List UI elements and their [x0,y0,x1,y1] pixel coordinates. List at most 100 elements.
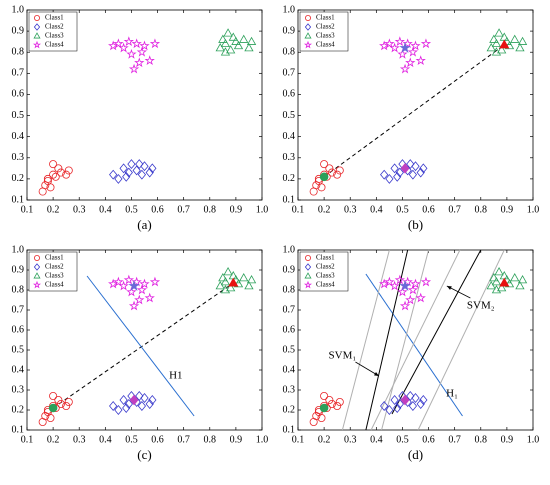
marker-triangle [515,281,525,290]
marker-diamond [406,391,415,401]
x-tick-label: 0.2 [318,204,331,215]
legend-label: Class1 [316,14,335,22]
caption: (c) [137,447,151,462]
marker-triangle [223,267,233,276]
y-tick-label: 0.8 [283,284,296,295]
legend-marker [303,40,313,49]
marker-circle [64,397,73,406]
legend-label: Class4 [316,41,335,49]
x-tick-label: 0.1 [292,434,305,445]
marker-diamond [129,394,139,406]
marker-diamond [127,159,136,170]
marker-diamond [119,395,128,405]
marker-star [407,284,419,295]
caption: (b) [408,217,423,232]
y-tick-label: 0.4 [283,364,296,375]
marker-triangle [499,277,510,287]
x-tick-label: 1.0 [527,204,540,215]
marker-star [405,294,416,305]
marker-star [399,280,411,291]
panel: 0.1 0.2 0.3 0.4 0.5 0.6 0.7 0.8 0.9 1.0 0.1 0.2 0.3 0… [283,244,540,462]
marker-star [139,278,150,289]
marker-star [399,63,411,74]
legend-label: Class4 [316,281,335,289]
x-tick-label: 0.1 [292,204,305,215]
marker-diamond [109,401,118,411]
line [370,249,461,431]
y-tick-label: 1.0 [283,4,296,15]
legend-label: Class1 [316,254,335,262]
legend-box [299,251,349,292]
legend-label: Class3 [45,272,64,280]
legend-marker [304,254,311,261]
marker-triangle [215,43,225,52]
legend-marker [304,14,311,21]
marker-triangle [491,277,502,286]
y-tick-label: 0.7 [12,304,25,315]
marker-star [420,276,432,287]
marker-star [144,292,155,303]
line [417,249,505,431]
y-tick-label: 0.3 [12,384,25,395]
marker-diamond [400,394,410,406]
y-tick-label: 0.7 [283,68,296,79]
marker-diamond [380,401,389,411]
x-tick-label: 0.5 [125,434,138,445]
x-tick-label: 0.7 [177,204,190,215]
y-tick-label: 0.4 [12,131,25,142]
marker-diamond [393,171,402,182]
y-tick-label: 0.6 [12,89,25,100]
marker-diamond [400,162,410,174]
marker-star [397,286,408,297]
y-tick-label: 0.2 [12,404,25,415]
marker-triangle [215,281,225,290]
marker-triangle [486,281,496,290]
marker-star [126,286,137,297]
marker-diamond [119,163,128,174]
marker-circle [56,399,65,408]
y-tick-label: 0.3 [12,152,25,163]
annotation: H1 [169,370,182,382]
marker-triangle [246,275,257,284]
marker-diamond [137,169,147,180]
legend-label: Class2 [45,23,64,31]
marker-circle [327,399,336,408]
marker-star [415,55,426,66]
marker-triangle [239,273,249,282]
y-tick-label: 1.0 [12,4,25,15]
marker-circle [335,166,344,175]
line [365,249,409,431]
marker-circle [51,172,60,181]
legend-marker [303,280,313,289]
x-tick-label: 0.8 [475,434,488,445]
x-tick-label: 0.3 [344,204,357,215]
y-tick-label: 0.2 [12,173,25,184]
legend-box [299,11,349,52]
marker-circle [48,403,58,413]
x-tick-label: 0.3 [344,434,357,445]
arrow-head [446,286,452,290]
marker-circle [62,170,71,179]
legend-marker [33,23,41,31]
caption: (d) [408,447,423,462]
marker-triangle [510,34,520,43]
marker-triangle [226,45,236,54]
marker-circle [64,166,73,175]
marker-star [123,274,134,285]
marker-diamond [114,405,123,415]
y-tick-label: 0.1 [283,194,296,205]
x-tick-label: 0.6 [151,204,164,215]
y-tick-label: 0.3 [283,152,296,163]
marker-star [128,300,140,311]
y-tick-label: 0.8 [12,284,25,295]
line [341,249,390,431]
legend-label: Class2 [45,263,64,271]
marker-diamond [124,399,133,409]
plot-frame [26,249,263,431]
marker-triangle [491,38,502,48]
marker-triangle [239,34,249,43]
marker-circle [49,160,58,169]
marker-star [144,55,155,66]
marker-star [399,42,411,53]
marker-triangle [497,283,507,292]
